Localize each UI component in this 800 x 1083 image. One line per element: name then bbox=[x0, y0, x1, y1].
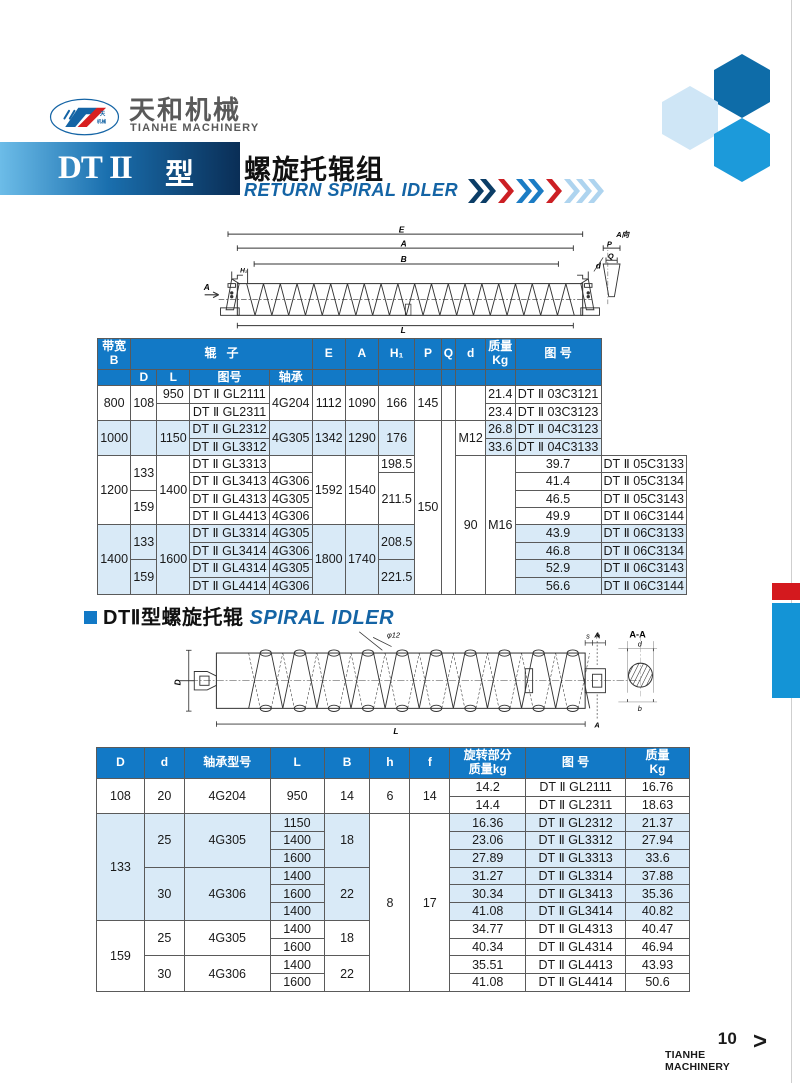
svg-text:d: d bbox=[638, 640, 643, 649]
svg-text:A向: A向 bbox=[615, 230, 630, 239]
svg-text:E: E bbox=[399, 225, 405, 235]
svg-text:机械: 机械 bbox=[97, 118, 107, 125]
svg-text:D: D bbox=[172, 679, 182, 685]
svg-text:天: 天 bbox=[100, 110, 106, 117]
svg-text:d: d bbox=[596, 261, 602, 271]
svg-text:P: P bbox=[607, 239, 612, 248]
svg-text:B: B bbox=[401, 254, 407, 264]
svg-text:b: b bbox=[638, 704, 642, 713]
svg-text:Q: Q bbox=[608, 251, 614, 260]
svg-text:φ12: φ12 bbox=[387, 630, 400, 639]
svg-text:h: h bbox=[596, 631, 600, 640]
svg-text:A: A bbox=[203, 282, 210, 292]
svg-text:A: A bbox=[400, 238, 407, 248]
svg-text:L: L bbox=[393, 726, 398, 736]
svg-text:A-A: A-A bbox=[629, 630, 646, 639]
svg-text:A: A bbox=[593, 721, 599, 730]
svg-text:s: s bbox=[586, 631, 590, 640]
svg-text:H₁: H₁ bbox=[240, 267, 247, 274]
svg-text:L: L bbox=[401, 325, 406, 334]
